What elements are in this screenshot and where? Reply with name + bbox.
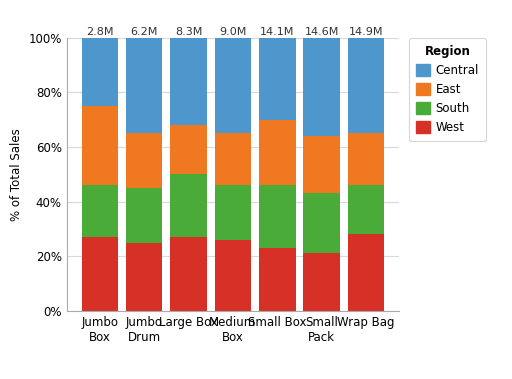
Bar <box>348 234 384 311</box>
Bar <box>126 188 162 243</box>
Bar <box>82 38 118 106</box>
Bar <box>348 185 384 234</box>
Bar <box>259 185 295 248</box>
Bar <box>304 193 340 254</box>
Bar <box>170 125 207 174</box>
Legend: Central, East, South, West: Central, East, South, West <box>409 38 486 141</box>
Bar <box>259 120 295 185</box>
Bar <box>126 38 162 133</box>
Text: 8.3M: 8.3M <box>175 27 202 36</box>
Bar <box>126 243 162 311</box>
Text: 6.2M: 6.2M <box>131 27 158 36</box>
Bar <box>259 248 295 311</box>
Text: 2.8M: 2.8M <box>86 27 114 36</box>
Bar <box>304 136 340 193</box>
Text: 14.6M: 14.6M <box>305 27 339 36</box>
Bar <box>82 185 118 237</box>
Bar <box>215 38 251 133</box>
Bar <box>215 185 251 240</box>
Text: 14.9M: 14.9M <box>349 27 383 36</box>
Bar <box>170 174 207 237</box>
Bar <box>348 133 384 185</box>
Bar <box>348 38 384 133</box>
Bar <box>170 38 207 125</box>
Text: 14.1M: 14.1M <box>260 27 294 36</box>
Bar <box>259 38 295 120</box>
Bar <box>126 133 162 188</box>
Bar <box>82 237 118 311</box>
Bar <box>82 106 118 185</box>
Y-axis label: % of Total Sales: % of Total Sales <box>10 128 23 221</box>
Bar <box>170 237 207 311</box>
Text: 9.0M: 9.0M <box>219 27 247 36</box>
Bar <box>215 133 251 185</box>
Bar <box>304 254 340 311</box>
Bar <box>215 240 251 311</box>
Bar <box>304 38 340 136</box>
